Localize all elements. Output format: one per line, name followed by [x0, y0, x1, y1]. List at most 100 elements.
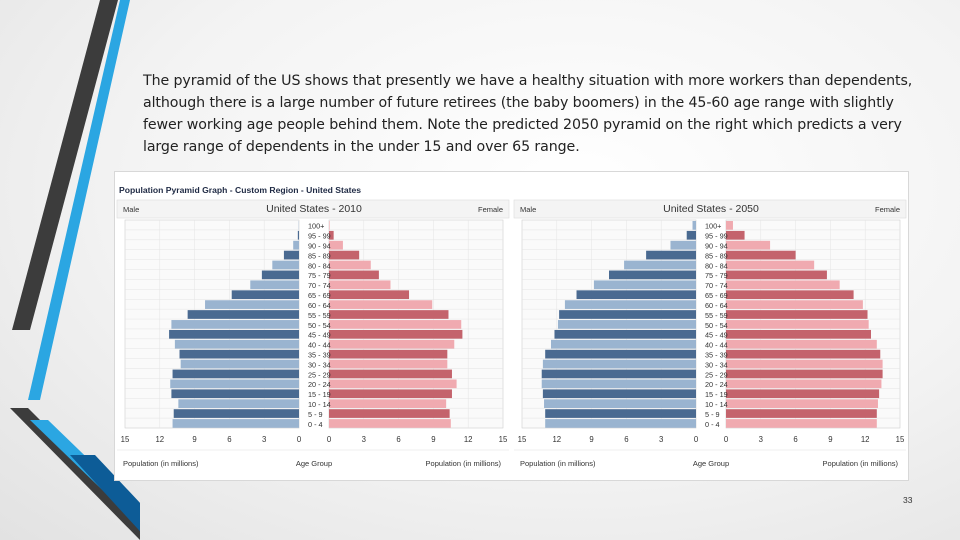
male-bar	[187, 310, 299, 319]
male-bar	[293, 240, 299, 250]
age-group-label: 75 - 79	[308, 271, 331, 280]
male-bar	[283, 250, 299, 260]
x-tick-label-female: 0	[327, 435, 332, 444]
age-group-label: 95 - 99	[705, 232, 728, 241]
x-tick-label-female: 9	[431, 435, 435, 444]
female-bar	[726, 240, 771, 250]
male-bar	[692, 221, 696, 230]
female-bar	[329, 300, 433, 309]
description-paragraph: The pyramid of the US shows that present…	[143, 73, 913, 155]
female-bar	[329, 349, 448, 359]
male-bar	[179, 349, 299, 359]
age-group-label: 15 - 19	[308, 390, 331, 399]
age-group-label: 0 - 4	[705, 420, 720, 429]
male-bar	[542, 359, 696, 369]
female-bar	[726, 409, 877, 418]
male-bar	[180, 359, 299, 369]
x-tick-label-male: 15	[121, 435, 130, 444]
age-group-label: 80 - 84	[308, 261, 331, 270]
age-group-label: 35 - 39	[705, 350, 728, 359]
right-label: Female	[875, 205, 900, 214]
female-bar	[726, 379, 882, 389]
x-tick-label-female: 3	[759, 435, 763, 444]
age-group-label: 40 - 44	[705, 341, 728, 350]
male-bar	[593, 280, 696, 290]
male-bar	[261, 270, 299, 280]
male-bar	[564, 300, 696, 309]
male-bar	[171, 320, 299, 329]
age-group-label: 80 - 84	[705, 261, 728, 270]
x-tick-label-female: 6	[396, 435, 400, 444]
female-bar	[329, 260, 371, 270]
age-group-label: 45 - 49	[705, 331, 728, 340]
x-tick-label-male: 9	[589, 435, 593, 444]
male-bar	[545, 409, 696, 418]
age-group-label: 55 - 59	[308, 311, 331, 320]
deco-stripe-blue-diagonal	[30, 420, 140, 527]
age-group-label: 85 - 89	[308, 251, 331, 260]
male-bar	[609, 270, 696, 280]
female-bar	[726, 290, 854, 300]
female-bar	[726, 221, 733, 230]
male-bar	[297, 230, 299, 240]
male-bar	[171, 389, 299, 399]
male-bar	[173, 409, 299, 418]
age-group-label: 60 - 64	[705, 301, 728, 310]
age-group-label: 90 - 94	[705, 242, 728, 251]
male-bar	[178, 399, 299, 408]
deco-stripe-dark	[12, 0, 118, 330]
age-group-label: 85 - 89	[705, 251, 728, 260]
male-bar	[250, 280, 299, 290]
age-group-label: 10 - 14	[308, 400, 331, 409]
female-bar	[329, 280, 391, 290]
female-bar	[329, 339, 455, 349]
age-group-label: 100+	[308, 222, 324, 231]
male-bar	[576, 290, 696, 300]
female-bar	[726, 230, 745, 240]
female-bar	[329, 290, 410, 300]
x-axis-title-male: Population (in millions)	[520, 459, 596, 468]
x-axis-title-female: Population (in millions)	[823, 459, 899, 468]
age-group-label: 25 - 29	[705, 370, 728, 379]
age-group-label: 55 - 59	[705, 311, 728, 320]
male-bar	[174, 339, 299, 349]
age-group-label: 100+	[705, 222, 721, 231]
male-bar	[541, 379, 696, 389]
x-tick-label-male: 15	[518, 435, 527, 444]
title-bar	[116, 199, 510, 219]
female-bar	[329, 221, 330, 230]
x-axis-title-female: Population (in millions)	[426, 459, 502, 468]
x-tick-label-female: 6	[793, 435, 797, 444]
female-bar	[726, 300, 863, 309]
female-bar	[329, 409, 450, 418]
male-bar	[169, 329, 299, 339]
age-group-label: 30 - 34	[308, 360, 331, 369]
male-bar	[554, 329, 696, 339]
x-tick-label-male: 12	[552, 435, 561, 444]
female-bar	[329, 379, 457, 389]
female-bar	[726, 349, 881, 359]
age-group-label: 35 - 39	[308, 350, 331, 359]
age-group-label: 60 - 64	[308, 301, 331, 310]
center-axis-title: Age Group	[693, 459, 729, 468]
age-group-label: 40 - 44	[308, 341, 331, 350]
age-group-label: 0 - 4	[308, 420, 323, 429]
x-tick-label-female: 9	[828, 435, 832, 444]
female-bar	[726, 260, 815, 270]
female-bar	[726, 369, 883, 379]
male-bar	[559, 310, 696, 319]
male-bar	[670, 240, 696, 250]
female-bar	[329, 270, 379, 280]
female-bar	[329, 359, 448, 369]
x-tick-label-male: 9	[192, 435, 196, 444]
left-label: Male	[520, 205, 536, 214]
male-bar	[544, 399, 696, 408]
female-bar	[329, 240, 343, 250]
age-group-label: 95 - 99	[308, 232, 331, 241]
male-bar	[272, 260, 299, 270]
female-bar	[726, 389, 880, 399]
female-bar	[329, 329, 463, 339]
age-group-label: 10 - 14	[705, 400, 728, 409]
